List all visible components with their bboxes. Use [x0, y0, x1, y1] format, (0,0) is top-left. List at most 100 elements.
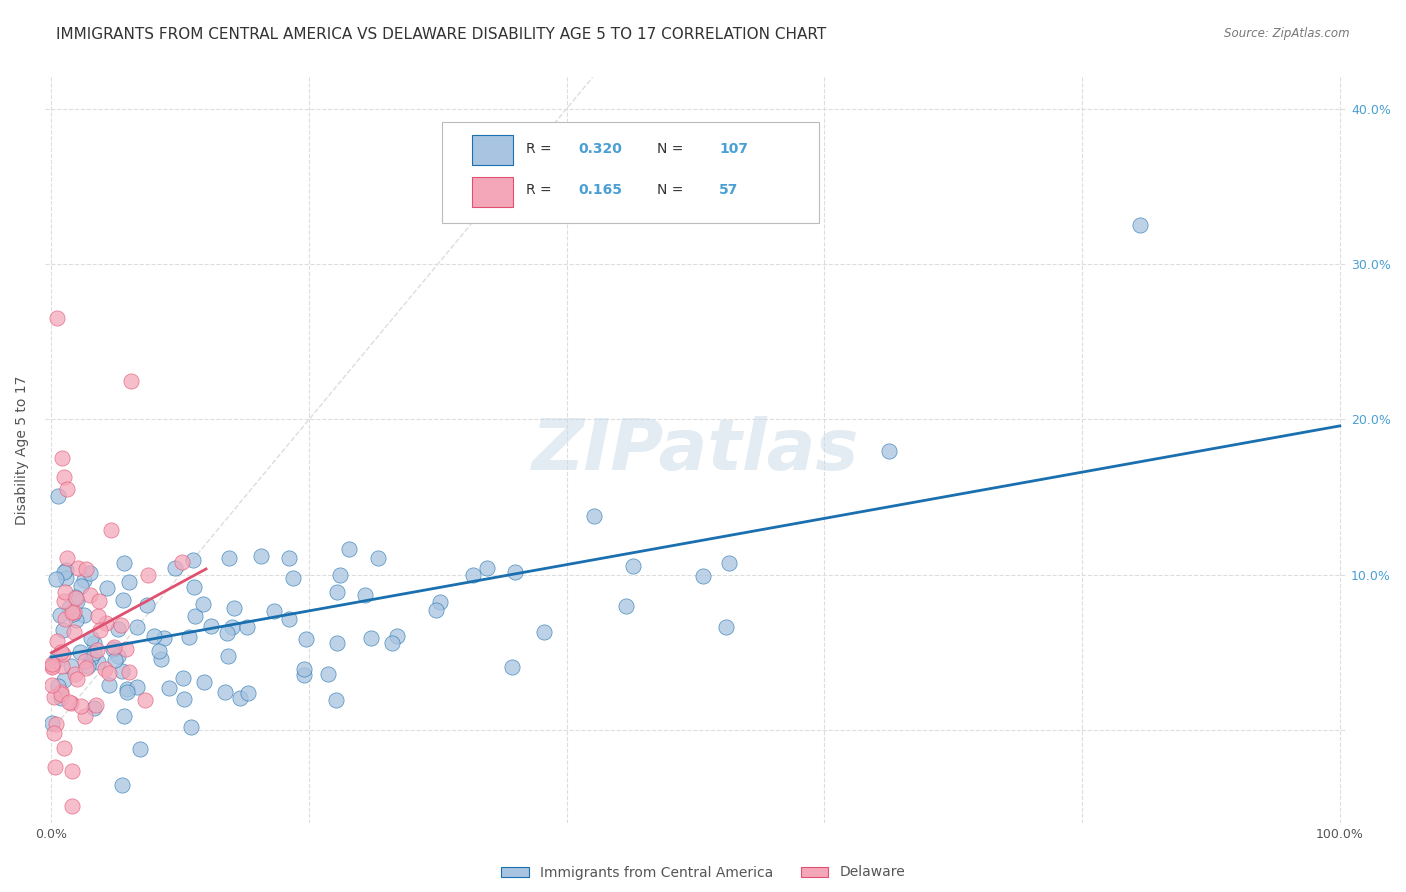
- Immigrants from Central America: [49, 607, 72, 622]
- Delaware: [49, 645, 72, 659]
- Immigrants from Central America: [316, 666, 339, 681]
- Text: R =: R =: [526, 183, 557, 197]
- Immigrants from Central America: [45, 572, 67, 586]
- Immigrants from Central America: [125, 680, 148, 694]
- Delaware: [60, 798, 83, 813]
- Immigrants from Central America: [425, 603, 447, 617]
- Immigrants from Central America: [46, 489, 69, 503]
- Delaware: [67, 561, 90, 575]
- Immigrants from Central America: [463, 567, 485, 582]
- Delaware: [53, 585, 76, 599]
- Immigrants from Central America: [281, 570, 304, 584]
- Text: R =: R =: [526, 142, 557, 156]
- Immigrants from Central America: [112, 593, 135, 607]
- Immigrants from Central America: [582, 508, 605, 523]
- Immigrants from Central America: [80, 631, 103, 645]
- Immigrants from Central America: [250, 549, 273, 563]
- Delaware: [51, 685, 73, 699]
- Text: 57: 57: [718, 183, 738, 197]
- FancyBboxPatch shape: [472, 177, 513, 207]
- Delaware: [75, 654, 97, 668]
- FancyBboxPatch shape: [472, 136, 513, 166]
- Delaware: [87, 593, 110, 607]
- Immigrants from Central America: [73, 573, 96, 587]
- Immigrants from Central America: [326, 636, 349, 650]
- Delaware: [44, 726, 66, 740]
- Immigrants from Central America: [62, 607, 84, 621]
- Immigrants from Central America: [177, 631, 200, 645]
- Immigrants from Central America: [55, 570, 77, 584]
- Delaware: [63, 606, 86, 620]
- Delaware: [44, 760, 66, 774]
- Delaware: [87, 609, 110, 624]
- Immigrants from Central America: [79, 651, 101, 665]
- Immigrants from Central America: [63, 590, 86, 604]
- Immigrants from Central America: [41, 716, 63, 731]
- Immigrants from Central America: [76, 658, 98, 673]
- Text: N =: N =: [657, 183, 688, 197]
- Immigrants from Central America: [83, 701, 105, 715]
- Immigrants from Central America: [325, 693, 347, 707]
- Immigrants from Central America: [501, 659, 523, 673]
- Immigrants from Central America: [79, 566, 101, 580]
- Immigrants from Central America: [83, 636, 105, 650]
- Immigrants from Central America: [117, 682, 139, 697]
- Delaware: [70, 699, 93, 714]
- Immigrants from Central America: [173, 691, 195, 706]
- Delaware: [115, 641, 138, 656]
- Immigrants from Central America: [111, 665, 134, 679]
- Immigrants from Central America: [381, 636, 404, 650]
- Immigrants from Central America: [149, 652, 172, 666]
- Immigrants from Central America: [86, 655, 108, 669]
- Text: 107: 107: [718, 142, 748, 156]
- Delaware: [94, 662, 117, 676]
- Immigrants from Central America: [96, 581, 118, 595]
- Delaware: [45, 311, 67, 326]
- Immigrants from Central America: [385, 629, 408, 643]
- Immigrants from Central America: [329, 568, 352, 582]
- Delaware: [62, 624, 84, 639]
- Immigrants from Central America: [107, 622, 129, 636]
- Immigrants from Central America: [152, 631, 174, 645]
- Delaware: [86, 642, 108, 657]
- Delaware: [41, 660, 63, 674]
- Immigrants from Central America: [127, 620, 149, 634]
- Immigrants from Central America: [135, 598, 157, 612]
- Immigrants from Central America: [60, 659, 83, 673]
- Immigrants from Central America: [200, 619, 222, 633]
- Immigrants from Central America: [191, 598, 214, 612]
- Delaware: [118, 665, 141, 680]
- Delaware: [66, 672, 89, 686]
- Immigrants from Central America: [110, 777, 132, 791]
- Immigrants from Central America: [717, 556, 740, 570]
- Immigrants from Central America: [180, 719, 202, 733]
- Immigrants from Central America: [53, 673, 76, 687]
- Immigrants from Central America: [65, 594, 87, 608]
- Immigrants from Central America: [112, 557, 135, 571]
- Immigrants from Central America: [278, 612, 301, 626]
- Delaware: [44, 690, 66, 704]
- Delaware: [53, 612, 76, 626]
- Immigrants from Central America: [183, 581, 205, 595]
- Delaware: [94, 616, 117, 631]
- FancyBboxPatch shape: [441, 122, 820, 223]
- Immigrants from Central America: [360, 631, 382, 645]
- Text: ZIPatlas: ZIPatlas: [531, 416, 859, 485]
- Delaware: [97, 666, 120, 681]
- Delaware: [45, 717, 67, 731]
- Immigrants from Central America: [353, 588, 375, 602]
- Delaware: [51, 688, 73, 702]
- Immigrants from Central America: [83, 646, 105, 660]
- Immigrants from Central America: [58, 601, 80, 615]
- Text: IMMIGRANTS FROM CENTRAL AMERICA VS DELAWARE DISABILITY AGE 5 TO 17 CORRELATION C: IMMIGRANTS FROM CENTRAL AMERICA VS DELAW…: [56, 27, 827, 42]
- Immigrants from Central America: [142, 629, 165, 643]
- Immigrants from Central America: [107, 648, 129, 663]
- Delaware: [45, 634, 67, 648]
- Immigrants from Central America: [224, 601, 246, 615]
- Immigrants from Central America: [292, 668, 315, 682]
- Delaware: [172, 556, 194, 570]
- Delaware: [110, 617, 132, 632]
- Immigrants from Central America: [218, 551, 240, 566]
- Delaware: [52, 647, 75, 661]
- Immigrants from Central America: [128, 742, 150, 756]
